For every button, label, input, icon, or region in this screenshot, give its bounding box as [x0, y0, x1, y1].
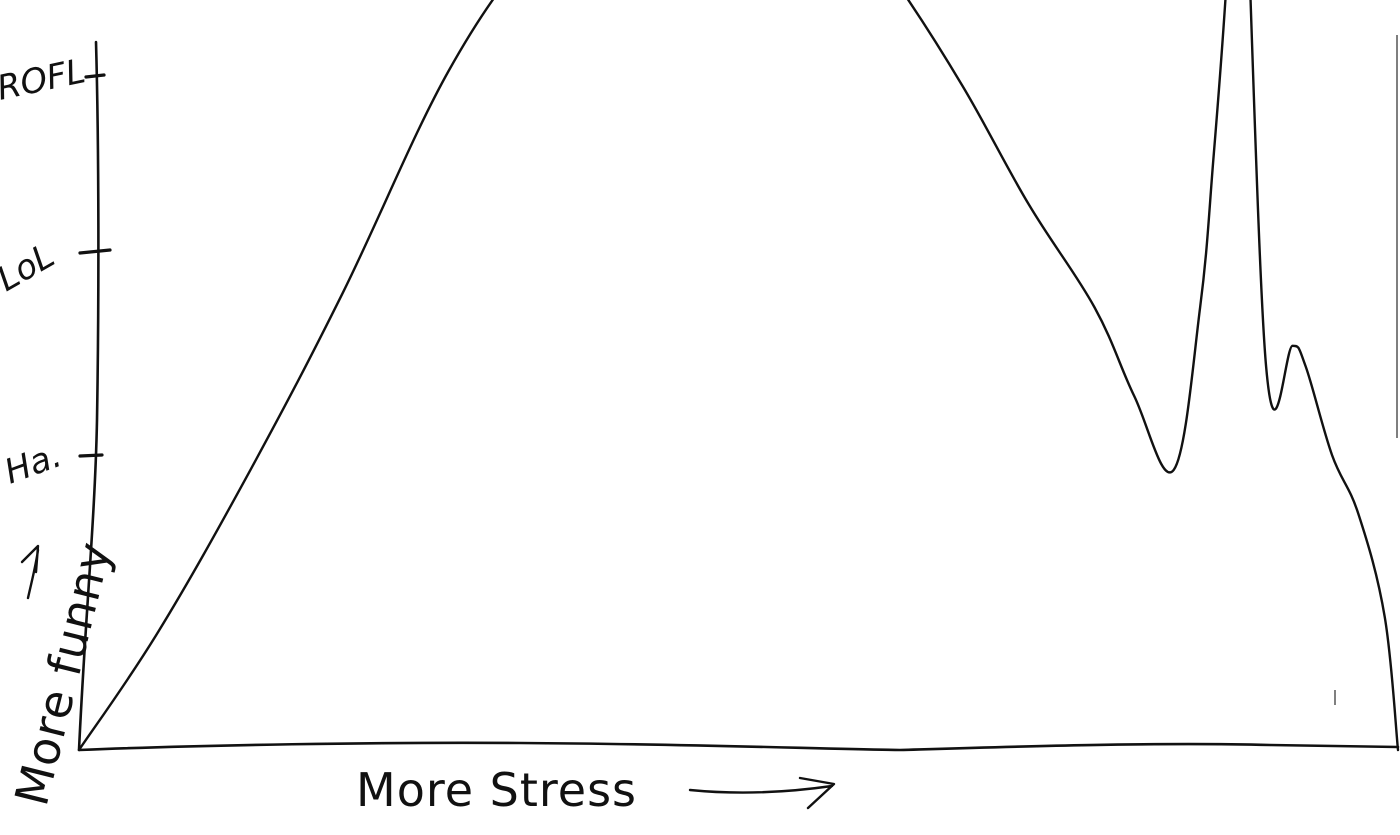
y-tick-mark-lol: [78, 248, 112, 255]
y-tick-label-rofl: ROFL: [0, 51, 89, 109]
y-axis-arrow-icon: [20, 544, 40, 600]
y-tick-label-ha: Ha.: [0, 435, 67, 492]
x-axis-arrow-icon: [688, 776, 836, 810]
y-tick-mark-rofl: [84, 73, 106, 79]
x-axis-label: More Stress: [356, 763, 637, 817]
y-tick-label-lol: LoL: [0, 236, 61, 300]
y-axis-line: [77, 40, 100, 752]
y-axis-label: More funny: [4, 536, 122, 811]
x-axis-line: [77, 741, 1400, 752]
y-tick-mark-ha: [78, 453, 104, 458]
data-series-line: [77, 0, 1400, 752]
